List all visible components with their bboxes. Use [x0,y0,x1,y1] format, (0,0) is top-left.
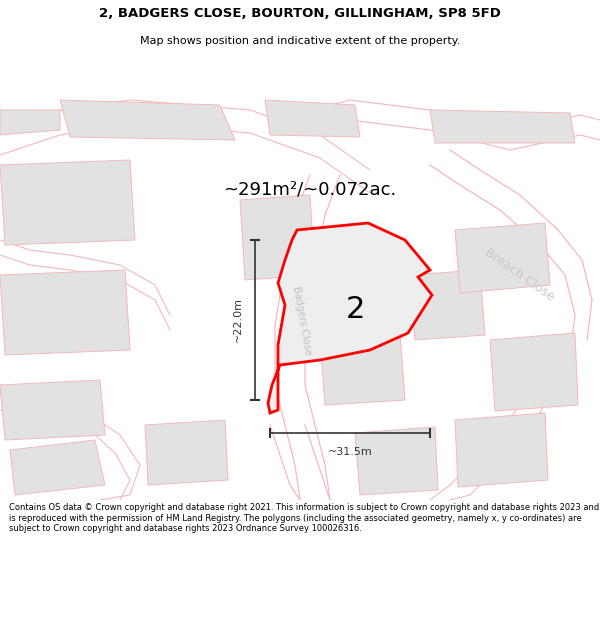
Polygon shape [0,110,60,135]
Polygon shape [455,413,548,487]
Polygon shape [268,223,432,413]
Polygon shape [60,100,235,140]
Polygon shape [410,270,485,340]
Text: Breach Close: Breach Close [482,246,557,304]
Polygon shape [455,223,550,293]
Polygon shape [490,333,578,411]
Polygon shape [320,333,405,405]
Polygon shape [10,440,105,495]
Polygon shape [240,195,315,280]
Polygon shape [0,380,105,440]
Polygon shape [0,270,130,355]
Text: ~31.5m: ~31.5m [328,447,373,457]
Text: Map shows position and indicative extent of the property.: Map shows position and indicative extent… [140,36,460,46]
Text: Contains OS data © Crown copyright and database right 2021. This information is : Contains OS data © Crown copyright and d… [9,503,599,533]
Polygon shape [265,100,360,137]
Text: ~22.0m: ~22.0m [233,298,243,343]
Text: 2, BADGERS CLOSE, BOURTON, GILLINGHAM, SP8 5FD: 2, BADGERS CLOSE, BOURTON, GILLINGHAM, S… [99,8,501,20]
Text: ~291m²/~0.072ac.: ~291m²/~0.072ac. [223,181,397,199]
Text: 2: 2 [346,296,365,324]
Polygon shape [355,427,438,495]
Polygon shape [0,160,135,245]
Polygon shape [145,420,228,485]
Text: Badgers Close: Badgers Close [291,285,313,355]
Polygon shape [430,110,575,143]
